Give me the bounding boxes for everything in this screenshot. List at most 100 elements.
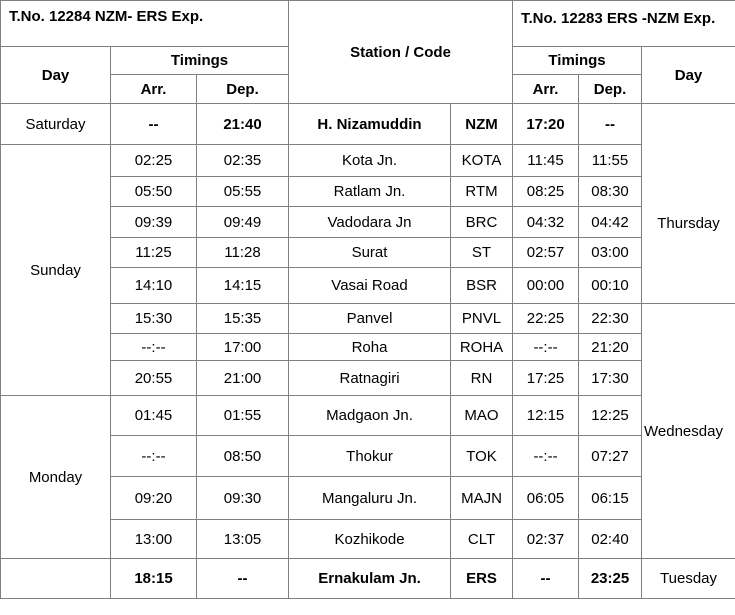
return-dep-time: 08:30: [578, 176, 643, 207]
table-row: Monday 01:45 01:55 Madgaon Jn. MAO 12:15…: [0, 395, 735, 559]
table-row: Saturday -- 21:40 H. Nizamuddin NZM 17:2…: [0, 103, 735, 145]
return-dep-time: 21:20: [578, 333, 643, 361]
return-arr-time: --: [512, 558, 580, 599]
timetable: T.No. 12284 NZM- ERS Exp. Station / Code…: [0, 0, 735, 599]
table-row: 13:00 13:05 Kozhikode CLT 02:37 02:40: [1, 519, 735, 559]
station-name: Vasai Road: [288, 267, 452, 304]
return-dep-time: 12:25: [578, 395, 643, 436]
dep-time: 09:49: [195, 206, 290, 238]
return-dep-time: 03:00: [578, 237, 643, 268]
arr-time: 11:25: [110, 237, 197, 268]
arr-time: 02:25: [110, 144, 197, 177]
return-arr-time: 02:37: [512, 519, 580, 559]
table-row: 18:15 -- Ernakulam Jn. ERS -- 23:25 Tues…: [0, 558, 735, 599]
return-dep-time: --: [578, 103, 643, 145]
station-code: MAJN: [450, 476, 514, 520]
return-dep-time: 07:27: [578, 435, 643, 477]
station-code: RN: [450, 360, 514, 396]
day-header-right: Day: [641, 46, 735, 104]
return-arr-time: 22:25: [512, 303, 580, 334]
dep-time: 05:55: [195, 176, 290, 207]
dep-time: 01:55: [195, 395, 290, 436]
day-wednesday: Wednesday: [641, 303, 735, 559]
return-arr-time: 00:00: [512, 267, 580, 304]
return-dep-time: 17:30: [578, 360, 643, 396]
day-saturday: Saturday: [0, 103, 111, 145]
station-name: Vadodara Jn: [288, 206, 452, 238]
station-code: MAO: [450, 395, 514, 436]
arr-header-left: Arr.: [110, 74, 197, 104]
return-arr-time: 11:45: [512, 144, 580, 177]
station-name: Surat: [288, 237, 452, 268]
station-name: Ratlam Jn.: [288, 176, 452, 207]
arr-time: 01:45: [110, 395, 197, 436]
return-dep-time: 22:30: [578, 303, 643, 334]
dep-time: 15:35: [195, 303, 290, 334]
table-row: --:-- 08:50 Thokur TOK --:-- 07:27: [1, 435, 735, 477]
arr-time: 13:00: [110, 519, 197, 559]
return-arr-time: 06:05: [512, 476, 580, 520]
table-row: 11:25 11:28 Surat ST 02:57 03:00: [1, 237, 735, 268]
station-name: Ratnagiri: [288, 360, 452, 396]
arr-header-right: Arr.: [512, 74, 580, 104]
station-name: Madgaon Jn.: [288, 395, 452, 436]
dep-header-right: Dep.: [578, 74, 643, 104]
dep-time: 09:30: [195, 476, 290, 520]
return-dep-time: 06:15: [578, 476, 643, 520]
station-name: Thokur: [288, 435, 452, 477]
arr-time: 14:10: [110, 267, 197, 304]
station-name: Mangaluru Jn.: [288, 476, 452, 520]
dep-time: 13:05: [195, 519, 290, 559]
station-code-header: Station / Code: [288, 0, 514, 104]
day-tuesday: Tuesday: [641, 558, 735, 599]
arr-time: 15:30: [110, 303, 197, 334]
table-row: 14:10 14:15 Vasai Road BSR 00:00 00:10: [1, 267, 735, 304]
arr-time: --: [110, 103, 197, 145]
arr-time: 09:39: [110, 206, 197, 238]
table-row: 09:39 09:49 Vadodara Jn BRC 04:32 04:42: [1, 206, 735, 238]
train-12283-title: T.No. 12283 ERS -NZM Exp.: [512, 0, 735, 47]
arr-time: --:--: [110, 333, 197, 361]
dep-time: 11:28: [195, 237, 290, 268]
arr-time: 20:55: [110, 360, 197, 396]
return-dep-time: 11:55: [578, 144, 643, 177]
station-name: Kota Jn.: [288, 144, 452, 177]
dep-time: 17:00: [195, 333, 290, 361]
table-row: 09:20 09:30 Mangaluru Jn. MAJN 06:05 06:…: [1, 476, 735, 520]
day-monday: Monday: [0, 395, 111, 559]
day-blank-top: [641, 103, 735, 145]
station-code: TOK: [450, 435, 514, 477]
table-row: 05:50 05:55 Ratlam Jn. RTM 08:25 08:30: [1, 176, 735, 207]
return-dep-time: 02:40: [578, 519, 643, 559]
arr-time: 09:20: [110, 476, 197, 520]
return-dep-time: 04:42: [578, 206, 643, 238]
return-arr-time: 17:20: [512, 103, 580, 145]
station-code: CLT: [450, 519, 514, 559]
table-row: 15:30 15:35 Panvel PNVL 22:25 22:30 Wedn…: [1, 303, 735, 559]
arr-time: 18:15: [110, 558, 197, 599]
dep-time: 14:15: [195, 267, 290, 304]
return-dep-time: 00:10: [578, 267, 643, 304]
return-dep-time: 23:25: [578, 558, 643, 599]
dep-time: 21:00: [195, 360, 290, 396]
station-code: PNVL: [450, 303, 514, 334]
table-row: 20:55 21:00 Ratnagiri RN 17:25 17:30: [1, 360, 735, 396]
timings-header-left: Timings: [109, 46, 290, 75]
station-code: BSR: [450, 267, 514, 304]
station-name: Panvel: [288, 303, 452, 334]
day-header-left: Day: [0, 46, 111, 104]
return-arr-time: --:--: [512, 333, 580, 361]
return-arr-time: --:--: [512, 435, 580, 477]
dep-time: 21:40: [195, 103, 290, 145]
dep-header-left: Dep.: [195, 74, 290, 104]
station-code: ERS: [450, 558, 514, 599]
dep-time: 02:35: [195, 144, 290, 177]
train-12284-title: T.No. 12284 NZM- ERS Exp.: [0, 0, 290, 47]
arr-time: --:--: [110, 435, 197, 477]
return-arr-time: 12:15: [512, 395, 580, 436]
station-code: RTM: [450, 176, 514, 207]
arr-time: 05:50: [110, 176, 197, 207]
return-arr-time: 08:25: [512, 176, 580, 207]
station-code: NZM: [450, 103, 514, 145]
station-code: ST: [450, 237, 514, 268]
